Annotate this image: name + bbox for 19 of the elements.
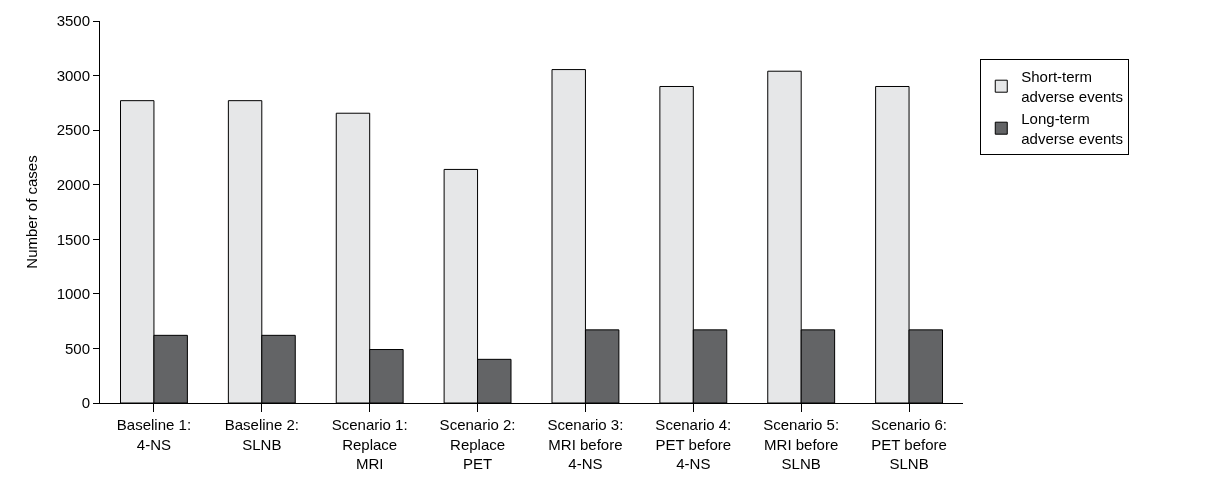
x-tick-label: Scenario 2: Replace PET <box>439 416 516 472</box>
y-axis-title: Number of cases <box>22 155 40 269</box>
y-tick-label: 1500 <box>56 230 90 248</box>
legend-label: Short-term adverse events <box>1021 68 1123 105</box>
x-tick-label: Scenario 6: PET before SLNB <box>871 416 948 472</box>
legend-label: Long-term adverse events <box>1021 110 1123 147</box>
y-tick-label: 1000 <box>56 285 90 303</box>
y-tick-label: 500 <box>64 339 90 357</box>
x-tick-label: Baseline 1: 4-NS <box>116 416 192 453</box>
y-tick-label: 0 <box>81 394 90 412</box>
y-tick-label: 2500 <box>56 121 90 139</box>
y-tick-label: 3000 <box>56 66 90 84</box>
x-tick-label: Scenario 5: MRI before SLNB <box>763 416 840 472</box>
x-tick-label: Scenario 1: Replace MRI <box>331 416 408 472</box>
y-tick-label: 3500 <box>56 12 90 30</box>
y-tick-label: 2000 <box>56 175 90 193</box>
x-tick-label: Baseline 2: SLNB <box>224 416 299 453</box>
x-tick-label: Scenario 4: PET before 4-NS <box>655 416 732 472</box>
x-tick-label: Scenario 3: MRI before 4-NS <box>547 416 624 472</box>
